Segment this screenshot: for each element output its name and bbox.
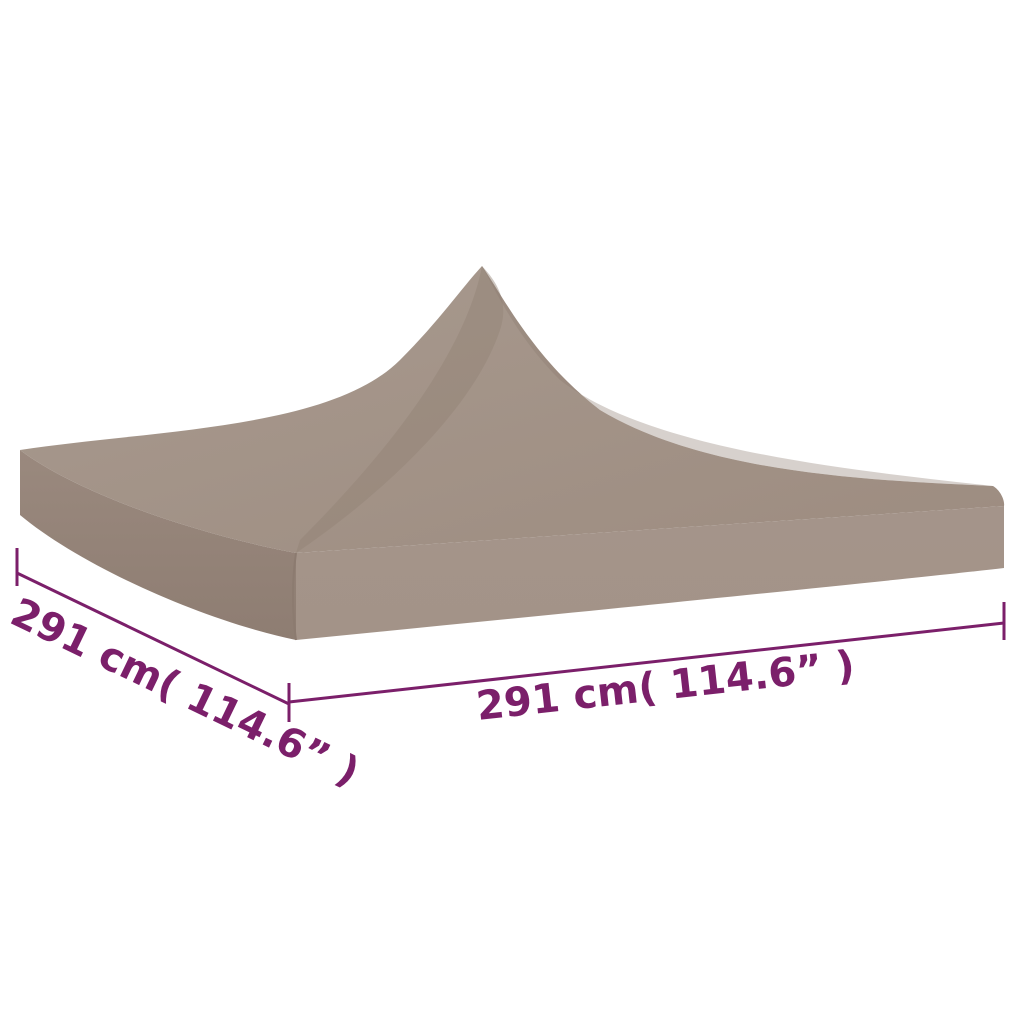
- depth-dimension-line: [16, 571, 290, 706]
- canopy-ridge-shadow: [296, 266, 504, 553]
- width-dimension-line: [288, 621, 1005, 704]
- width-dimension-label: 291 cm( 114.6” ): [474, 643, 857, 730]
- canopy-roof: [20, 266, 1005, 641]
- canopy-front-valance: [296, 506, 1004, 640]
- dimension-lines: [15, 548, 1006, 722]
- canopy-corner-seam: [292, 552, 297, 641]
- canopy-top-surface: [20, 266, 1005, 553]
- canopy-left-valance: [20, 450, 296, 640]
